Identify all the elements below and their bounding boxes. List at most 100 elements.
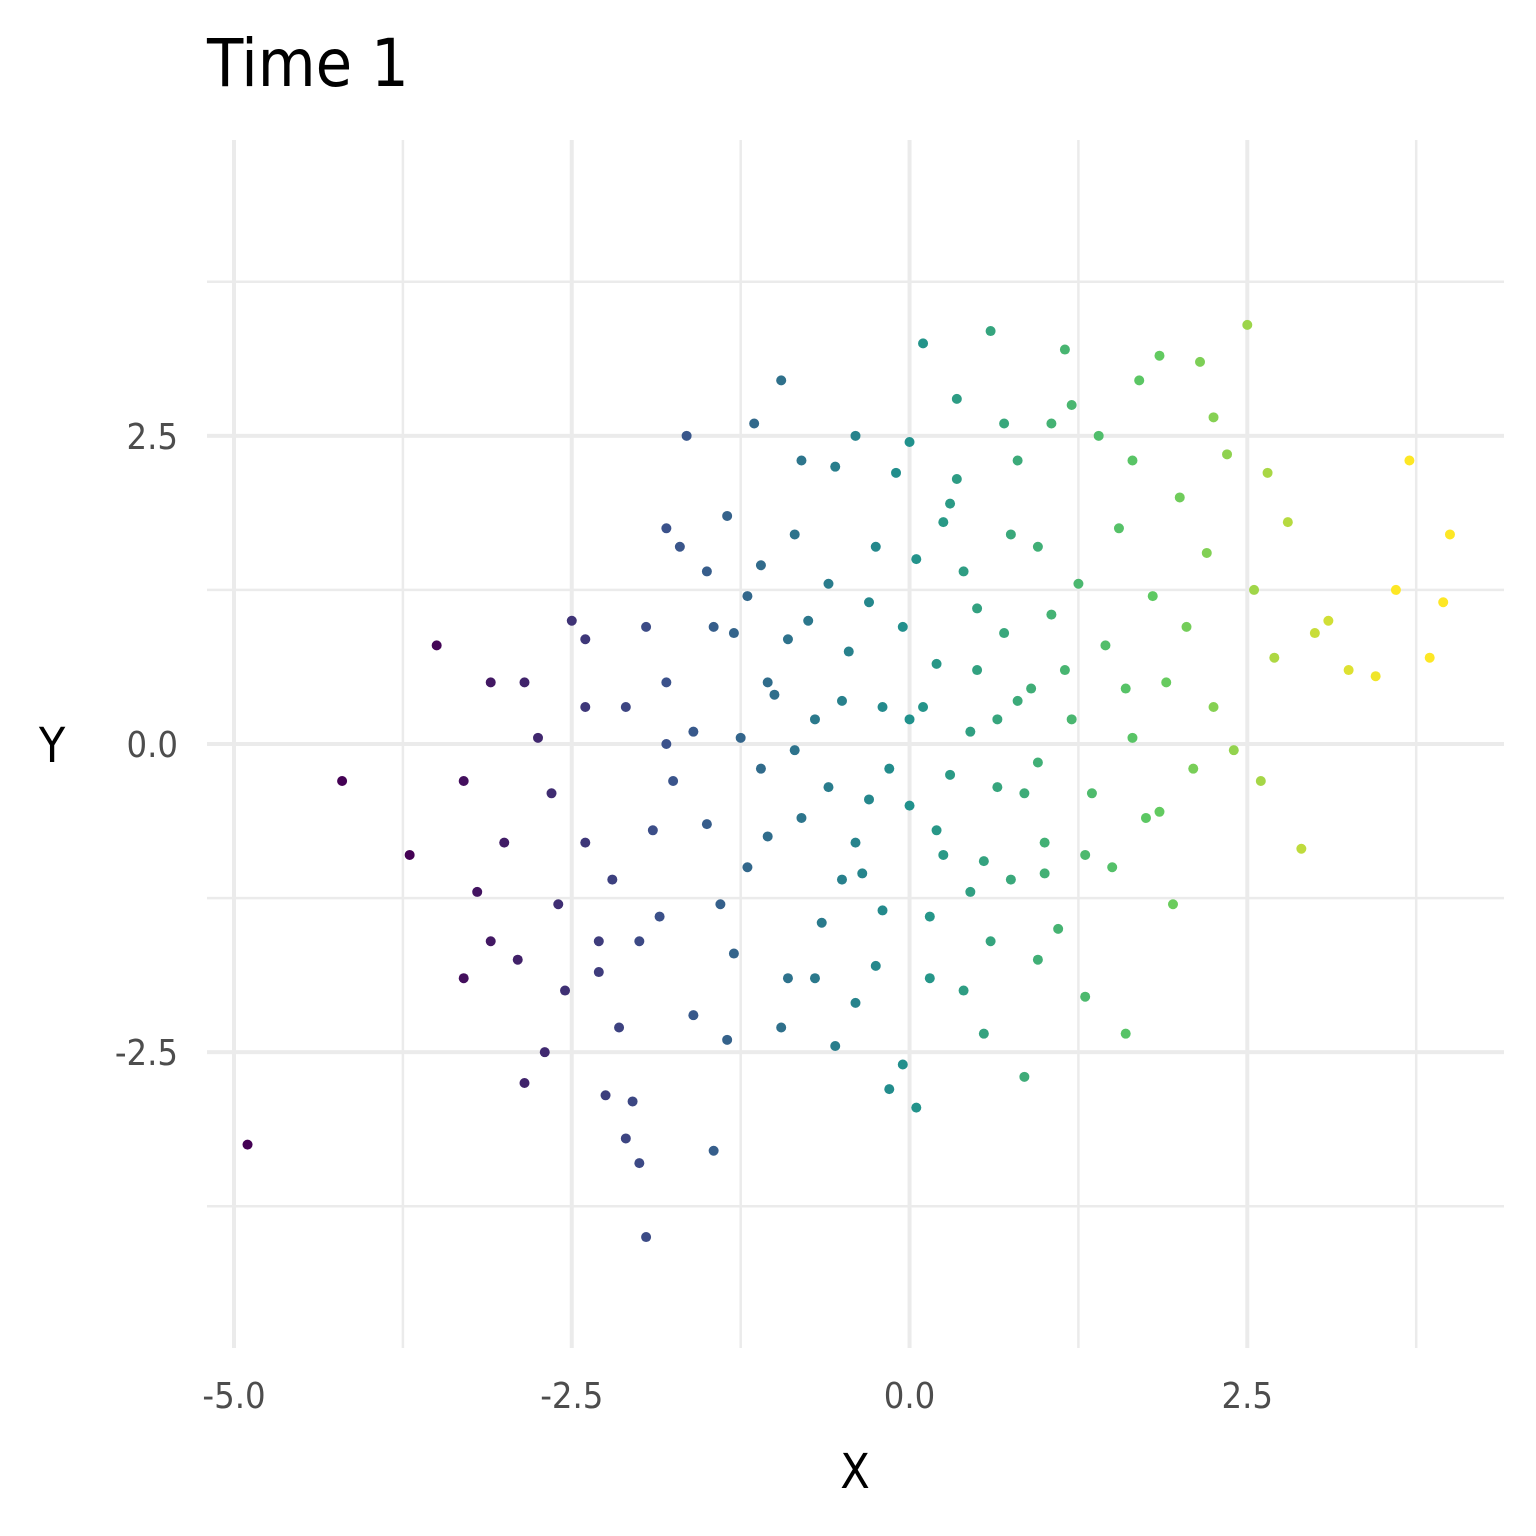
scatter-point xyxy=(641,621,652,632)
x-tick-label: -2.5 xyxy=(540,1376,603,1417)
scatter-point xyxy=(904,437,915,447)
scatter-point xyxy=(1107,862,1118,873)
y-tick-label: 0.0 xyxy=(127,725,179,766)
scatter-point xyxy=(1255,775,1266,786)
scatter-point xyxy=(1120,683,1131,694)
scatter-point xyxy=(843,646,854,657)
scatter-point xyxy=(499,837,510,848)
scatter-point xyxy=(762,831,773,842)
scatter-point xyxy=(850,837,861,848)
scatter-point xyxy=(1147,591,1158,602)
scatter-point xyxy=(769,689,780,700)
scatter-point xyxy=(999,418,1010,429)
scatter-point xyxy=(1032,541,1043,552)
scatter-point xyxy=(654,911,665,922)
scatter-point xyxy=(1309,628,1320,639)
scatter-point xyxy=(1127,455,1138,466)
scatter-point xyxy=(566,615,577,626)
scatter-point xyxy=(850,430,861,441)
scatter-point xyxy=(593,967,604,978)
scatter-point xyxy=(715,899,726,910)
scatter-point xyxy=(972,603,983,614)
scatter-point xyxy=(938,517,949,528)
scatter-point xyxy=(533,732,544,743)
y-tick-label: -2.5 xyxy=(115,1033,178,1074)
scatter-point xyxy=(1154,350,1165,361)
scatter-point xyxy=(337,775,348,786)
scatter-point xyxy=(701,566,712,577)
scatter-point xyxy=(627,1096,638,1107)
scatter-point xyxy=(1228,745,1239,756)
scatter-point xyxy=(634,1158,645,1169)
x-axis-title: X xyxy=(840,1444,870,1500)
scatter-point xyxy=(512,954,523,965)
scatter-point xyxy=(985,326,996,337)
y-tick-label: 2.5 xyxy=(127,417,179,458)
scatter-point xyxy=(708,1145,719,1156)
scatter-point xyxy=(965,886,976,897)
scatter-point xyxy=(762,677,773,688)
scatter-point xyxy=(1113,523,1124,534)
scatter-point xyxy=(803,615,814,626)
scatter-point xyxy=(1174,492,1185,503)
scatter-point xyxy=(1201,547,1212,558)
scatter-point xyxy=(938,849,949,860)
scatter-point xyxy=(681,430,692,441)
scatter-point xyxy=(985,936,996,947)
scatter-point xyxy=(776,375,787,386)
x-tick-label: -5.0 xyxy=(202,1376,265,1417)
scatter-point xyxy=(1012,455,1023,466)
scatter-point xyxy=(904,800,915,811)
scatter-point xyxy=(485,677,496,688)
scatter-point xyxy=(1444,529,1455,540)
scatter-point xyxy=(647,825,658,836)
scatter-point xyxy=(945,498,956,509)
scatter-point xyxy=(1323,615,1334,626)
scatter-point xyxy=(1282,517,1293,528)
scatter-point xyxy=(404,849,415,860)
scatter-point xyxy=(614,1022,625,1033)
scatter-point xyxy=(1100,640,1111,651)
scatter-point xyxy=(918,702,929,713)
scatter-point xyxy=(1053,923,1064,934)
scatter-point xyxy=(1012,695,1023,706)
scatter-point xyxy=(1032,954,1043,965)
scatter-point xyxy=(1242,319,1253,330)
scatter-point xyxy=(472,886,483,897)
scatter-point xyxy=(1005,874,1016,885)
x-tick-label: 0.0 xyxy=(884,1376,936,1417)
scatter-point xyxy=(972,665,983,676)
scatter-point xyxy=(782,634,793,645)
scatter-point xyxy=(1066,400,1077,411)
scatter-point xyxy=(1167,899,1178,910)
scatter-point xyxy=(1161,677,1172,688)
scatter-point xyxy=(992,714,1003,725)
scatter-point xyxy=(728,948,739,959)
scatter-point xyxy=(641,1232,652,1243)
scatter-point xyxy=(1424,652,1435,663)
y-axis-title: Y xyxy=(38,718,66,774)
scatter-point xyxy=(1039,868,1050,879)
scatter-point xyxy=(857,868,868,879)
scatter-point xyxy=(1154,806,1165,817)
scatter-point xyxy=(1080,849,1091,860)
scatter-point xyxy=(951,393,962,404)
scatter-point xyxy=(661,739,672,749)
scatter-point xyxy=(1296,843,1307,854)
scatter-point xyxy=(1073,578,1084,589)
x-axis-ticks: -5.0 -2.5 0.0 2.5 xyxy=(202,1376,1273,1417)
scatter-point xyxy=(661,523,672,534)
y-axis-ticks: -2.5 0.0 2.5 xyxy=(115,417,178,1074)
scatter-point xyxy=(1019,1071,1030,1082)
scatter-point xyxy=(776,1022,787,1033)
scatter-point xyxy=(1134,375,1145,386)
scatter-point xyxy=(864,794,875,805)
scatter-point xyxy=(600,1090,611,1101)
scatter-point xyxy=(1404,455,1415,466)
chart-title: Time 1 xyxy=(206,25,409,102)
scatter-point xyxy=(958,566,969,577)
scatter-point xyxy=(1086,788,1097,799)
scatter-point xyxy=(1032,757,1043,768)
scatter-point xyxy=(546,788,557,799)
